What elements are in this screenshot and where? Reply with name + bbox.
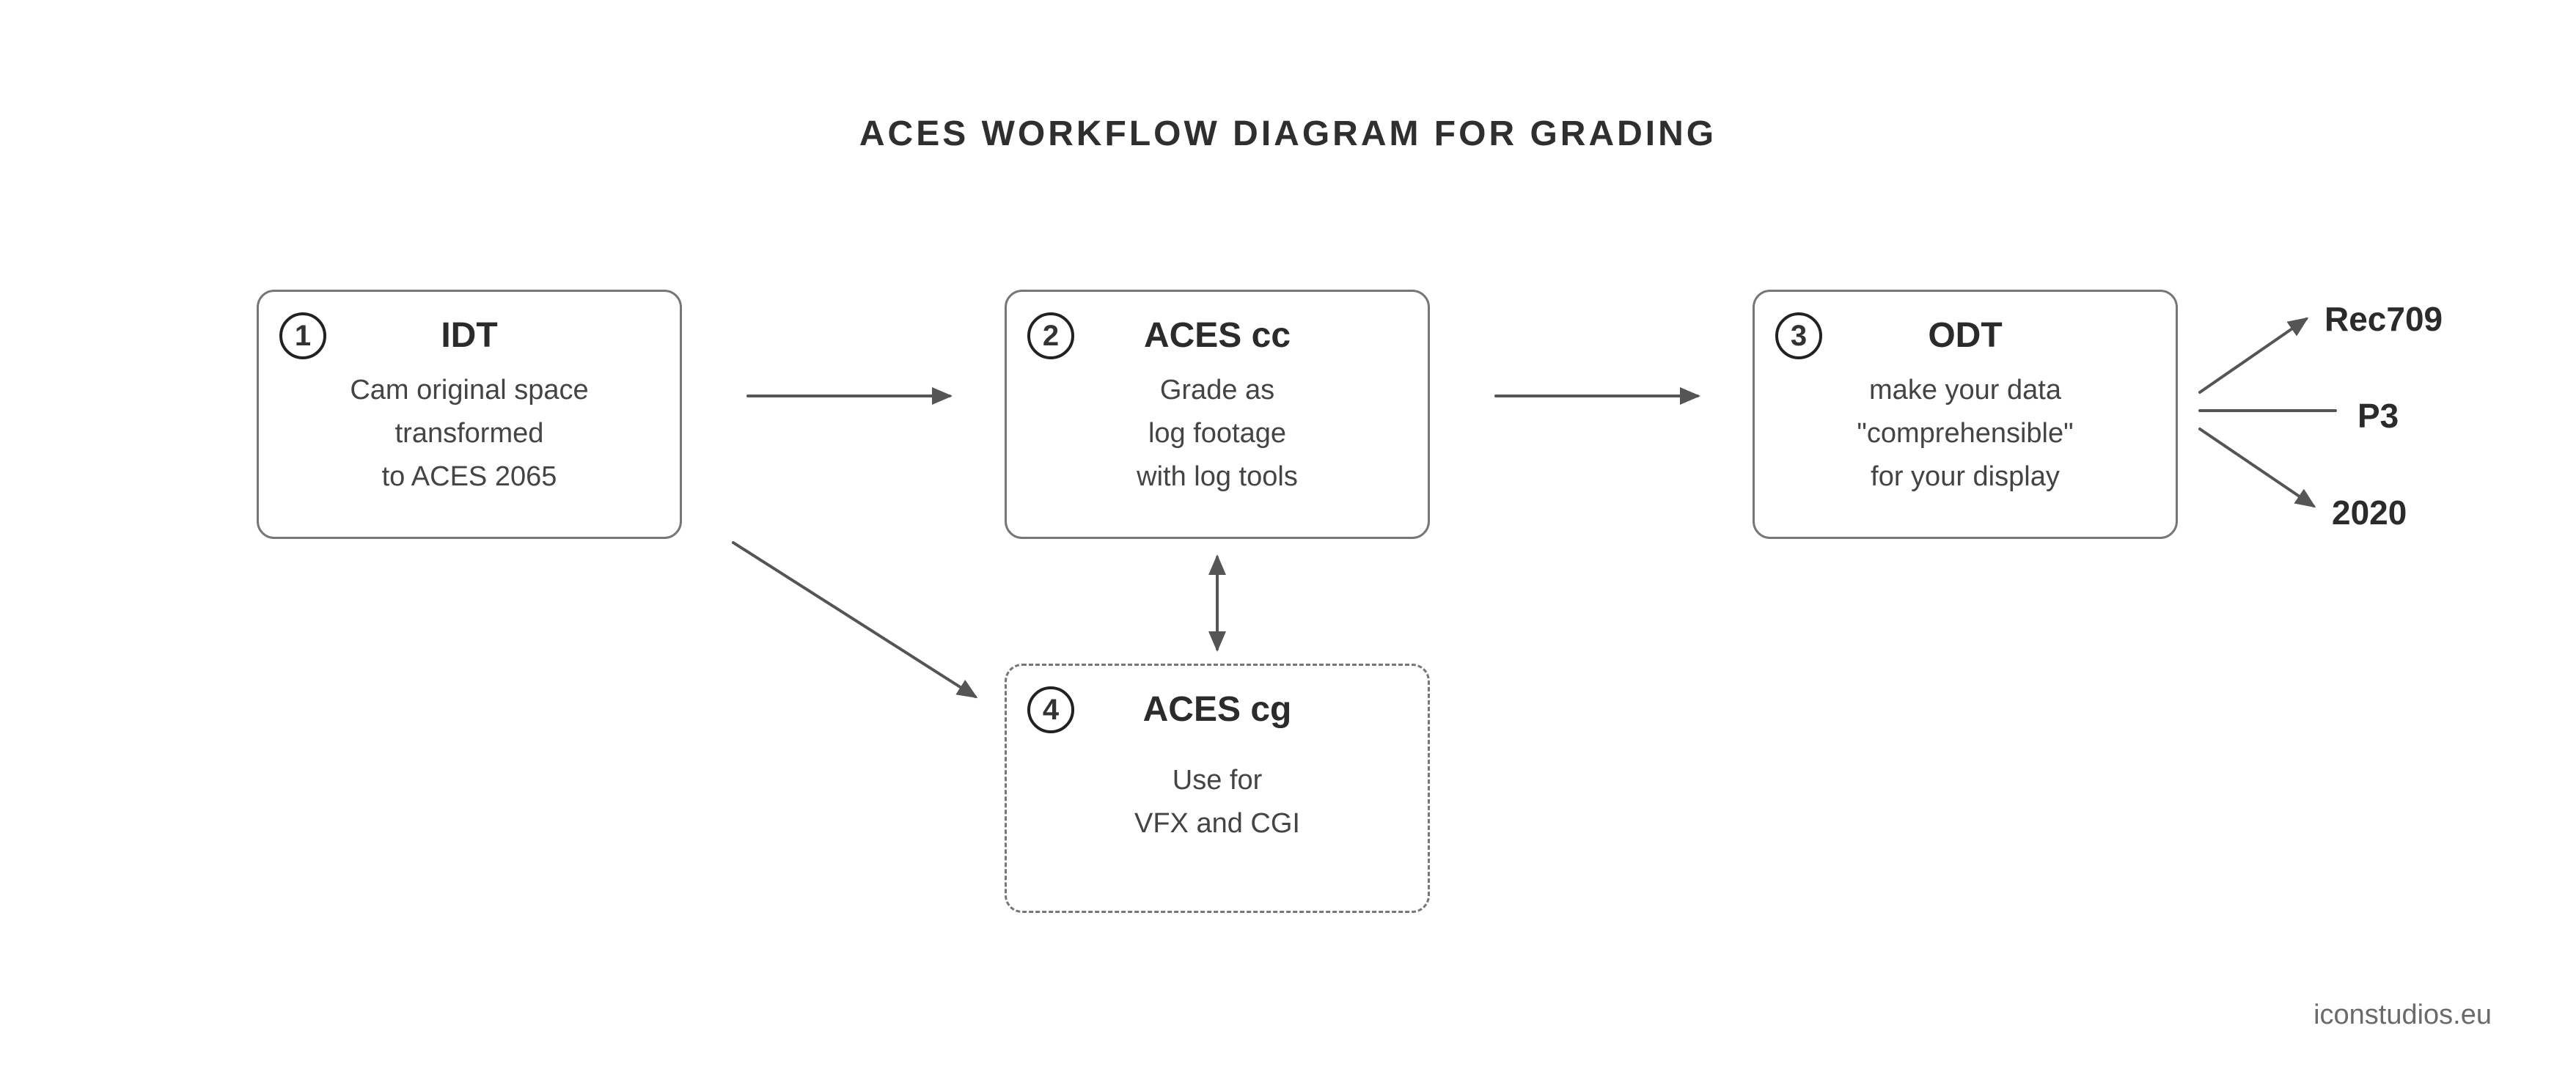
node-acescc-line3: with log tools — [1007, 455, 1428, 499]
node-idt-line3: to ACES 2065 — [259, 455, 680, 499]
node-odt-body: make your data "comprehensible" for your… — [1755, 369, 2176, 499]
node-acescg-number-circle: 4 — [1027, 686, 1074, 733]
node-odt-line3: for your display — [1755, 455, 2176, 499]
node-idt-body: Cam original space transformed to ACES 2… — [259, 369, 680, 499]
node-acescc-number: 2 — [1043, 320, 1059, 353]
node-acescc-line2: log footage — [1007, 412, 1428, 455]
node-odt-line1: make your data — [1755, 369, 2176, 412]
edge-odt-2020 — [2200, 429, 2313, 506]
diagram-canvas: ACES WORKFLOW DIAGRAM FOR GRADING 1 IDT … — [0, 0, 2576, 1075]
node-acescc-body: Grade as log footage with log tools — [1007, 369, 1428, 499]
node-acescg-body: Use for VFX and CGI — [1007, 759, 1428, 845]
node-acescg-line1: Use for — [1007, 759, 1428, 802]
node-acescc-number-circle: 2 — [1027, 312, 1074, 359]
diagram-title: ACES WORKFLOW DIAGRAM FOR GRADING — [0, 114, 2576, 154]
credit-text: iconstudios.eu — [2313, 999, 2492, 1031]
edge-odt-rec709 — [2200, 319, 2306, 392]
node-idt: 1 IDT Cam original space transformed to … — [257, 290, 682, 539]
node-acescc-line1: Grade as — [1007, 369, 1428, 412]
node-odt-number: 3 — [1791, 320, 1807, 353]
output-rec709: Rec709 — [2324, 299, 2443, 339]
node-idt-number-circle: 1 — [279, 312, 326, 359]
node-acescg-line2: VFX and CGI — [1007, 802, 1428, 845]
node-acescg-number: 4 — [1043, 694, 1059, 727]
output-2020: 2020 — [2332, 493, 2407, 532]
node-idt-number: 1 — [295, 320, 311, 353]
node-odt-line2: "comprehensible" — [1755, 412, 2176, 455]
node-odt-number-circle: 3 — [1775, 312, 1822, 359]
node-idt-line1: Cam original space — [259, 369, 680, 412]
edge-idt-acescg — [733, 543, 975, 697]
node-acescc: 2 ACES cc Grade as log footage with log … — [1005, 290, 1430, 539]
node-idt-line2: transformed — [259, 412, 680, 455]
output-p3: P3 — [2357, 396, 2399, 436]
node-acescg: 4 ACES cg Use for VFX and CGI — [1005, 664, 1430, 913]
node-odt: 3 ODT make your data "comprehensible" fo… — [1753, 290, 2178, 539]
